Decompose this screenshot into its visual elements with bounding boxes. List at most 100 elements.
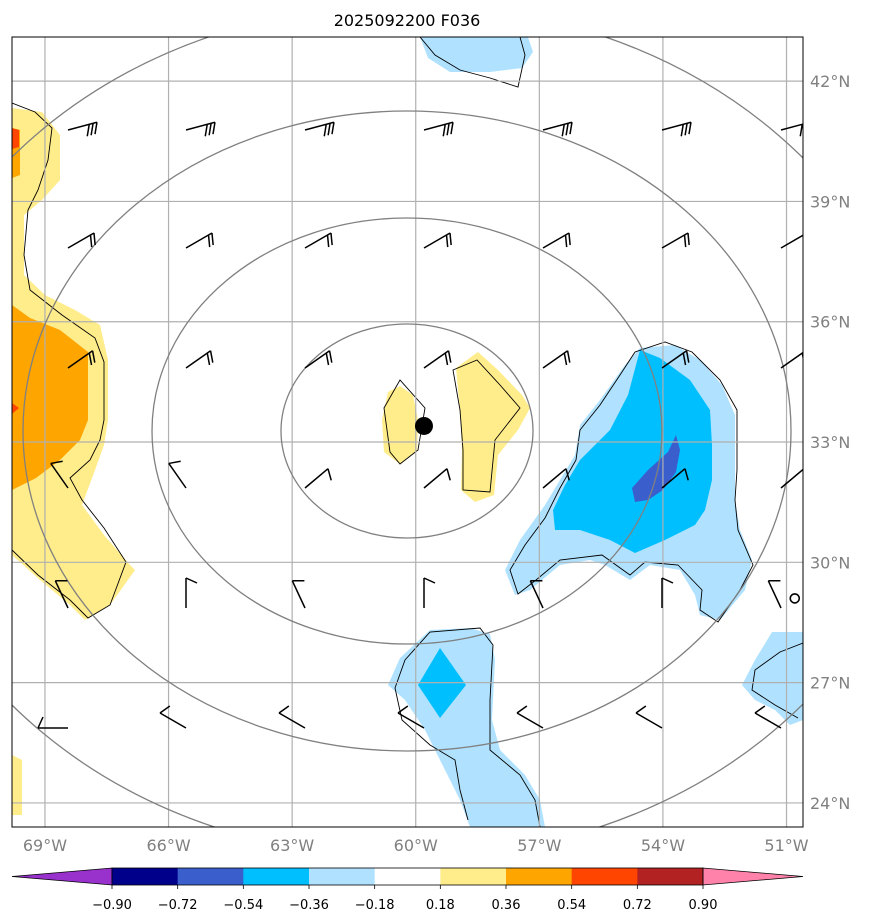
- colorbar-segment: [374, 868, 441, 885]
- wind-barb: [67, 350, 96, 369]
- colorbar: −0.90 −0.72 −0.54 −0.36 −0.18 0.18 0.36 0.54 0.7…: [11, 867, 804, 913]
- contour-line-southeast: [751, 642, 803, 719]
- wind-barb: [67, 232, 96, 249]
- range-ring-1: [280, 323, 534, 539]
- wind-barb: [661, 468, 689, 489]
- contour-line-south: [394, 627, 541, 827]
- colorbar-segment: [506, 868, 573, 885]
- wind-barb: [542, 468, 570, 489]
- wind-barb: [661, 232, 690, 249]
- wind-barb: [304, 232, 333, 249]
- wind-barb: [780, 468, 803, 489]
- contour-fill-negative-east-deep: [632, 435, 680, 502]
- colorbar-segment: [112, 868, 179, 885]
- contour-fill-positive-west-red-mid: [12, 403, 19, 414]
- wind-barb: [661, 121, 692, 137]
- colorbar-segment: [177, 868, 244, 885]
- wind-barb: [37, 716, 68, 729]
- colorbar-segment: [440, 868, 507, 885]
- wind-barb: [304, 121, 335, 137]
- wind-barb: [304, 350, 333, 369]
- wind-barb: [767, 579, 782, 609]
- contour-fill-positive-west-red-top: [12, 128, 19, 149]
- colorbar-label: −0.54: [223, 898, 263, 913]
- colorbar-segment: [309, 868, 376, 885]
- wind-barb: [635, 705, 663, 729]
- wind-barb: [661, 577, 674, 608]
- wind-barb: [423, 577, 436, 608]
- gridlines: [12, 37, 803, 827]
- wind-barb: [278, 705, 306, 729]
- colorbar-extend-high: [702, 867, 804, 886]
- wind-barb: [185, 577, 198, 608]
- colorbar-segment: [243, 868, 310, 885]
- colorbar-extend-low: [11, 867, 113, 886]
- colorbar-label: −0.18: [355, 898, 395, 913]
- wind-barb: [423, 350, 452, 369]
- wind-barb: [780, 123, 803, 137]
- lon-label: 57°W: [517, 836, 561, 855]
- contour-fill-positive-west-core: [12, 305, 88, 490]
- wind-barb: [185, 121, 216, 137]
- colorbar-frame: [111, 867, 704, 886]
- range-ring-3: [22, 110, 792, 752]
- colorbar-label: 0.18: [426, 898, 455, 913]
- colorbar-label: −0.36: [289, 898, 329, 913]
- range-rings: [12, 37, 803, 827]
- colorbar-label: −0.90: [92, 898, 132, 913]
- storm-center-marker: [414, 416, 433, 435]
- colorbar-label: −0.72: [158, 898, 198, 913]
- wind-barb: [542, 232, 571, 249]
- wind-barbs: [37, 121, 803, 729]
- range-ring-2: [151, 217, 663, 645]
- lat-label: 36°N: [810, 313, 850, 332]
- lon-label: 63°W: [270, 836, 314, 855]
- colorbar-label: 0.90: [689, 898, 718, 913]
- lat-label: 30°N: [810, 553, 850, 572]
- lat-label: 27°N: [810, 674, 850, 693]
- longitude-labels: 69°W 66°W 63°W 60°W 57°W 54°W 51°W: [23, 836, 809, 855]
- lat-label: 39°N: [810, 192, 850, 211]
- wind-barb: [397, 705, 425, 729]
- colorbar-label: 0.54: [557, 898, 586, 913]
- colorbar-label: 0.72: [623, 898, 652, 913]
- contour-line-west: [12, 102, 127, 619]
- wind-barb: [423, 468, 451, 489]
- contour-fill-positive-center-small: [382, 386, 418, 464]
- wind-barb: [50, 460, 69, 489]
- wind-barb: [185, 350, 214, 369]
- contour-fill-positive-center-tall: [456, 352, 530, 502]
- wind-barb: [185, 232, 214, 249]
- latitude-labels: 42°N 39°N 36°N 33°N 30°N 27°N 24°N: [810, 72, 850, 813]
- wind-barb: [168, 460, 187, 489]
- colorbar-label: 0.36: [492, 898, 521, 913]
- lat-label: 24°N: [810, 794, 850, 813]
- wind-barb: [423, 121, 454, 137]
- wind-barb: [67, 121, 98, 137]
- wind-barb: [661, 350, 690, 369]
- map-title: 2025092200 F036: [334, 11, 481, 30]
- map-layers: [12, 37, 803, 827]
- lon-label: 60°W: [394, 836, 438, 855]
- small-circle-marker: [789, 593, 801, 604]
- wind-barb: [291, 579, 306, 609]
- contour-fill-negative-east-core: [553, 350, 712, 553]
- wind-barb: [542, 121, 573, 137]
- colorbar-segment: [637, 868, 704, 885]
- lon-label: 66°W: [146, 836, 190, 855]
- lon-label: 51°W: [764, 836, 808, 855]
- plot-frame: [11, 36, 804, 828]
- lat-label: 33°N: [810, 433, 850, 452]
- wind-barb: [423, 232, 452, 249]
- wind-barb: [159, 705, 187, 729]
- wind-barb: [54, 579, 69, 609]
- contour-fill-positive-west-strip: [12, 755, 22, 815]
- wind-barb: [529, 579, 544, 609]
- lon-label: 69°W: [23, 836, 67, 855]
- wind-barb: [516, 705, 544, 729]
- lon-label: 54°W: [641, 836, 685, 855]
- contour-fill-negative-southeast: [742, 632, 803, 725]
- colorbar-segment: [571, 868, 638, 885]
- wind-barb: [542, 350, 571, 369]
- wind-barb: [304, 468, 332, 489]
